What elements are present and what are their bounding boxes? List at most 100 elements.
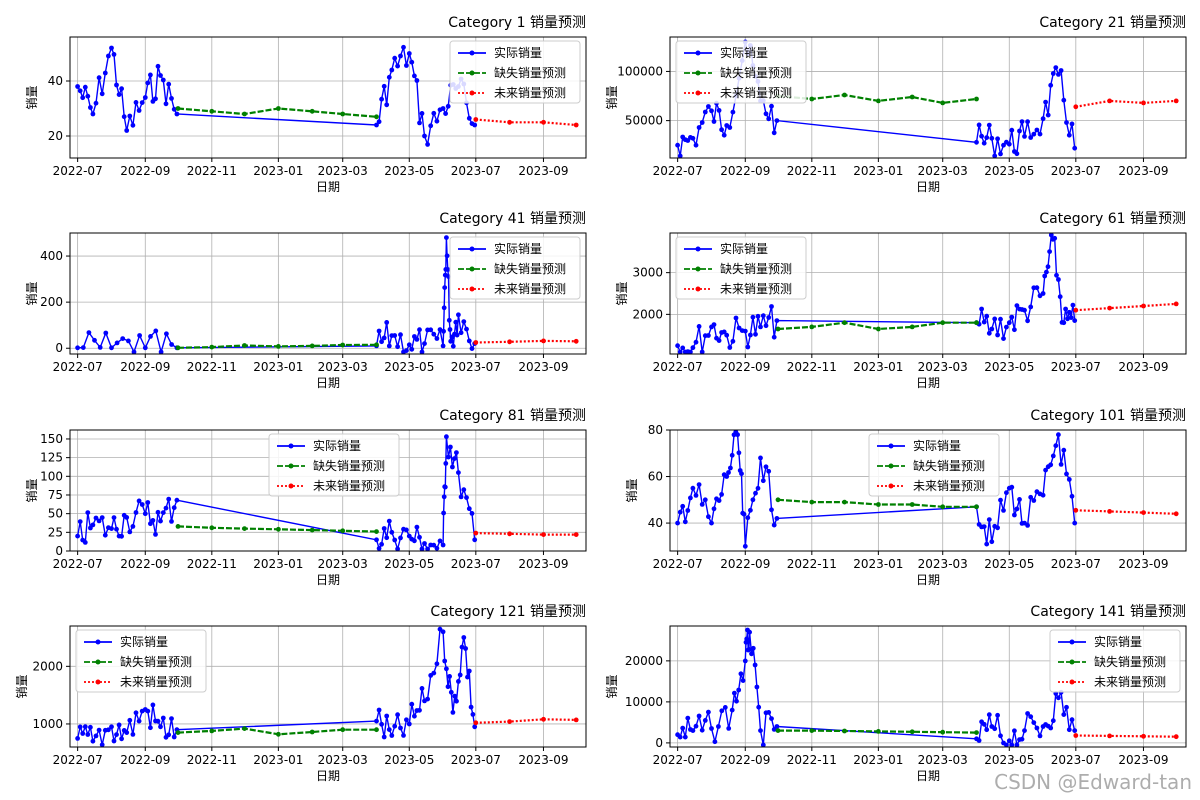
x-tick-label: 2023-07 bbox=[451, 753, 501, 767]
data-point bbox=[775, 497, 781, 503]
data-point bbox=[142, 511, 148, 517]
data-point bbox=[145, 500, 151, 505]
x-tick-label: 2022-07 bbox=[653, 557, 703, 571]
data-point bbox=[734, 698, 739, 704]
data-point bbox=[209, 344, 215, 350]
data-point bbox=[1061, 712, 1067, 717]
data-point bbox=[441, 305, 447, 311]
data-point bbox=[1034, 725, 1040, 731]
axes-frame bbox=[669, 429, 1187, 552]
y-tick-label: 0 bbox=[55, 341, 63, 355]
series-line-solid bbox=[677, 629, 1076, 747]
x-tick-label: 2023-03 bbox=[918, 753, 968, 767]
data-point bbox=[755, 485, 761, 491]
data-point bbox=[120, 336, 126, 341]
data-point bbox=[82, 724, 88, 730]
data-point bbox=[459, 644, 465, 650]
series-line-dotted bbox=[1075, 509, 1177, 515]
data-point bbox=[174, 111, 180, 117]
data-point bbox=[374, 529, 379, 534]
data-point bbox=[760, 313, 766, 319]
data-point bbox=[276, 731, 281, 737]
subplot-title: Category 101 销量预测 bbox=[1030, 408, 1186, 424]
data-point bbox=[760, 478, 766, 484]
data-point bbox=[677, 509, 683, 515]
data-point bbox=[85, 510, 91, 515]
x-tick-label: 2023-09 bbox=[518, 753, 568, 767]
data-point bbox=[386, 727, 392, 732]
x-tick-label: 2023-07 bbox=[451, 360, 501, 374]
data-point bbox=[102, 532, 108, 538]
data-point bbox=[160, 715, 166, 721]
data-point bbox=[447, 674, 452, 679]
data-point bbox=[675, 343, 680, 349]
legend-marker bbox=[695, 70, 701, 76]
data-point bbox=[986, 330, 992, 336]
data-point bbox=[119, 736, 124, 742]
data-point bbox=[142, 95, 148, 100]
data-point bbox=[1061, 97, 1067, 103]
x-tick-label: 2023-01 bbox=[253, 164, 303, 178]
data-point bbox=[729, 452, 735, 458]
data-point bbox=[93, 100, 99, 106]
data-point bbox=[736, 687, 742, 693]
data-point bbox=[417, 534, 422, 540]
data-point bbox=[940, 504, 946, 510]
x-tick-label: 2023-09 bbox=[518, 557, 568, 571]
data-point bbox=[379, 96, 384, 102]
data-point bbox=[986, 712, 992, 718]
data-point bbox=[696, 324, 702, 329]
data-point bbox=[763, 111, 769, 117]
data-point bbox=[384, 102, 390, 108]
y-axis-label: 销量 bbox=[625, 478, 639, 502]
data-point bbox=[466, 338, 472, 344]
data-point bbox=[148, 334, 153, 339]
series-line-dotted bbox=[475, 339, 577, 344]
data-point bbox=[158, 73, 163, 78]
data-point bbox=[769, 716, 774, 721]
data-point bbox=[1072, 520, 1078, 526]
data-point bbox=[1056, 695, 1061, 701]
data-point bbox=[381, 335, 387, 341]
subplot-title: Category 61 销量预测 bbox=[1039, 211, 1186, 227]
data-point bbox=[166, 732, 172, 738]
data-point bbox=[470, 712, 476, 717]
x-tick-label: 2023-03 bbox=[918, 557, 968, 571]
data-point bbox=[760, 742, 766, 747]
data-point bbox=[414, 78, 420, 83]
data-point bbox=[340, 342, 346, 348]
legend-box bbox=[675, 40, 807, 104]
data-point bbox=[774, 724, 780, 729]
data-point bbox=[384, 535, 390, 541]
data-point bbox=[696, 125, 702, 130]
data-point bbox=[412, 73, 417, 79]
y-tick-label: 25 bbox=[48, 525, 63, 539]
data-point bbox=[406, 342, 412, 348]
data-point bbox=[995, 712, 1000, 718]
data-point bbox=[722, 705, 728, 710]
legend-label: 未来销量预测 bbox=[913, 479, 985, 493]
data-point bbox=[175, 524, 181, 529]
data-point bbox=[431, 542, 437, 548]
legend-marker bbox=[469, 70, 475, 76]
data-point bbox=[392, 333, 398, 338]
x-tick-label: 2022-09 bbox=[120, 753, 170, 767]
x-tick-label: 2022-11 bbox=[187, 164, 237, 178]
data-point bbox=[742, 328, 748, 334]
x-axis-label: 日期 bbox=[316, 376, 340, 390]
data-point bbox=[940, 100, 946, 106]
data-point bbox=[680, 345, 686, 351]
data-point bbox=[682, 734, 688, 740]
data-point bbox=[389, 67, 395, 73]
data-point bbox=[677, 734, 683, 740]
axes-frame bbox=[669, 625, 1187, 748]
data-point bbox=[909, 94, 915, 100]
data-point bbox=[148, 521, 153, 527]
data-point bbox=[1043, 99, 1048, 105]
data-point bbox=[174, 497, 180, 503]
axes-frame bbox=[669, 36, 1187, 159]
x-tick-label: 2023-01 bbox=[253, 557, 303, 571]
data-point bbox=[1072, 318, 1078, 323]
data-point bbox=[464, 495, 469, 500]
